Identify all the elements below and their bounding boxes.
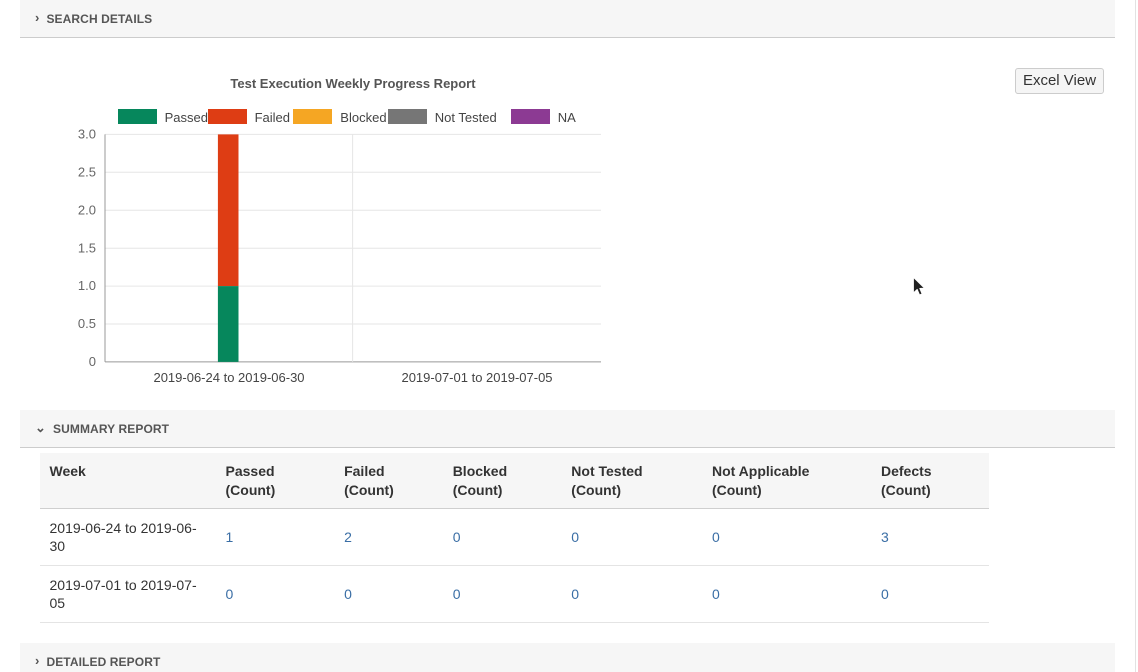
svg-text:0.5: 0.5	[78, 316, 96, 331]
svg-text:0: 0	[89, 354, 96, 369]
svg-text:1.5: 1.5	[78, 240, 96, 255]
svg-text:1.0: 1.0	[78, 278, 96, 293]
svg-text:2019-06-24 to 2019-06-30: 2019-06-24 to 2019-06-30	[153, 370, 304, 385]
svg-text:2.5: 2.5	[78, 164, 96, 179]
svg-text:2.0: 2.0	[78, 202, 96, 217]
svg-text:2019-07-01 to 2019-07-05: 2019-07-01 to 2019-07-05	[401, 370, 552, 385]
svg-text:3.0: 3.0	[78, 127, 96, 142]
